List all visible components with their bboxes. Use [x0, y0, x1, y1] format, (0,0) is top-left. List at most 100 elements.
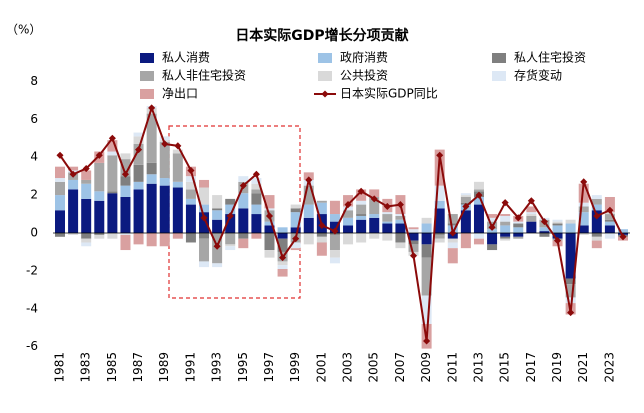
bar-segment: [316, 233, 327, 237]
legend-swatch: [140, 89, 154, 99]
x-tick-label: 2013: [471, 352, 485, 383]
bar-segment: [591, 195, 602, 199]
bar-segment: [329, 221, 340, 233]
bar-segment: [185, 204, 196, 233]
x-tick-label: 2015: [498, 352, 512, 383]
bar-segment: [369, 214, 380, 218]
legend-swatch: [140, 71, 154, 81]
bar-segment: [526, 214, 537, 216]
line-marker: [108, 134, 116, 142]
bar-segment: [81, 198, 92, 233]
x-tick-label: 2019: [550, 352, 564, 383]
bar-segment: [55, 210, 65, 233]
bar-segment: [251, 178, 262, 184]
bar-segment: [356, 204, 367, 215]
line-marker: [239, 182, 247, 190]
bar-segment: [565, 219, 576, 224]
y-tick-label: -4: [26, 301, 38, 315]
bar-segment: [212, 210, 223, 220]
bar-segment: [133, 233, 144, 245]
bar-segment: [81, 242, 92, 247]
y-tick-label: -6: [26, 339, 38, 353]
line-marker: [501, 199, 509, 207]
bar-segment: [434, 233, 445, 235]
bar-segment: [172, 233, 183, 239]
bar-segment: [578, 183, 589, 203]
bar-segment: [199, 261, 210, 268]
legend-label: 公共投资: [340, 68, 388, 83]
y-axis-label: （%）: [6, 23, 41, 37]
bar-segment: [500, 221, 511, 226]
bar-segment: [473, 181, 484, 190]
bar-segment: [552, 221, 563, 224]
legend-swatch: [140, 53, 154, 63]
line-marker: [423, 337, 431, 345]
line-marker: [252, 170, 260, 178]
line-marker: [187, 166, 195, 175]
bar-segment: [408, 240, 419, 245]
bar-segment: [120, 233, 131, 235]
bar-segment: [382, 223, 393, 233]
bar-segment: [316, 236, 327, 243]
bar-segment: [343, 210, 354, 218]
bar-segment: [81, 238, 92, 243]
line-marker: [121, 170, 130, 178]
bar-segment: [578, 206, 589, 213]
line-marker: [540, 218, 548, 226]
bar-segment: [133, 164, 144, 182]
bar-segment: [434, 208, 445, 233]
bar-segment: [356, 214, 367, 216]
y-tick-label: 4: [30, 150, 38, 164]
bar-segment: [146, 162, 157, 175]
bar-segment: [500, 215, 511, 222]
line-marker: [580, 178, 588, 186]
bar-segment: [159, 142, 170, 179]
bar-segment: [185, 198, 196, 205]
bar-segment: [552, 225, 563, 233]
line-marker: [488, 223, 496, 231]
bar-segment: [539, 233, 550, 237]
x-tick-label: 1983: [79, 352, 93, 383]
bar-segment: [277, 265, 288, 270]
y-tick-label: 2: [30, 188, 38, 202]
bar-segment: [473, 233, 484, 239]
bar-segment: [264, 195, 275, 209]
bar-segment: [81, 183, 92, 199]
bar-segment: [408, 229, 419, 233]
bar-segment: [146, 113, 157, 163]
bar-segment: [251, 189, 262, 194]
bar-segment: [251, 214, 262, 233]
line-marker: [449, 229, 457, 237]
bar-segment: [290, 204, 301, 209]
bar-segment: [382, 233, 393, 241]
bar-segment: [172, 187, 183, 233]
bar-segment: [513, 233, 524, 237]
bar-segment: [264, 225, 275, 233]
bar-segment: [447, 214, 458, 224]
bar-segment: [185, 233, 196, 243]
bar-segment: [395, 223, 406, 233]
bar-segment: [565, 233, 576, 279]
bar-segment: [500, 236, 511, 239]
bar-segment: [604, 221, 615, 226]
line-marker: [135, 146, 143, 154]
bar-segment: [421, 217, 432, 224]
bar-segment: [369, 233, 380, 239]
bar-segment: [343, 195, 354, 207]
bar-segment: [591, 210, 602, 233]
bar-segment: [500, 233, 511, 237]
bar-segment: [500, 225, 511, 233]
bar-segment: [552, 223, 563, 226]
bar-segment: [238, 176, 249, 182]
line-marker: [606, 206, 614, 214]
bar-segment: [591, 236, 602, 241]
bar-segment: [277, 227, 288, 233]
bar-segment: [565, 223, 576, 233]
bar-segment: [81, 179, 92, 184]
x-tick-label: 2007: [393, 352, 407, 383]
bar-segment: [94, 234, 105, 239]
bar-segment: [133, 136, 144, 144]
line-marker: [305, 176, 313, 184]
bar-segment: [316, 200, 327, 203]
bar-segment: [604, 219, 615, 222]
